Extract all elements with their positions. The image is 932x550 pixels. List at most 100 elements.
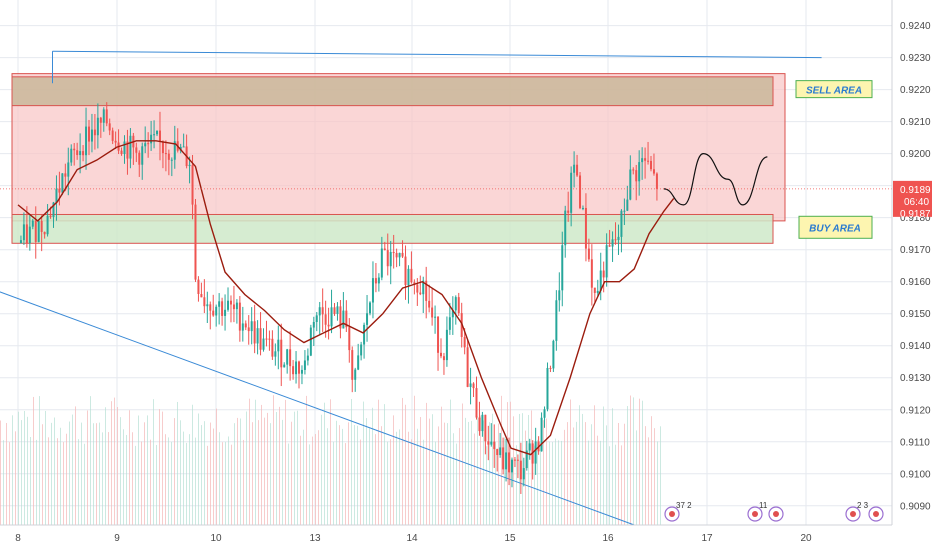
candle-body (218, 301, 221, 307)
candle-body (596, 290, 599, 293)
volume-bar (213, 428, 214, 525)
volume-bar (540, 443, 541, 525)
candle-body (312, 322, 315, 328)
trendline-lower[interactable] (0, 291, 635, 526)
candle-body (43, 231, 46, 235)
candle-body (428, 300, 431, 308)
candle-body (635, 170, 638, 182)
candle-body (144, 143, 147, 147)
volume-bar (423, 439, 424, 525)
candle-body (496, 449, 499, 456)
volume-bar (384, 404, 385, 525)
volume-bar (297, 410, 298, 525)
volume-bar (591, 424, 592, 525)
volume-bar (135, 445, 136, 525)
candle-body (123, 141, 126, 155)
volume-bar (39, 396, 40, 525)
volume-bar (603, 406, 604, 525)
candle-body (522, 468, 525, 480)
event-icon-dot[interactable] (752, 511, 758, 517)
volume-bar (645, 426, 646, 525)
candle-body (271, 338, 274, 357)
candle-body (82, 151, 85, 156)
zones (11, 73, 786, 244)
candle-body (602, 270, 605, 278)
candle-body (102, 109, 105, 123)
candle-body (357, 355, 360, 370)
x-tick-label: 16 (602, 533, 614, 544)
volume-bar (156, 444, 157, 525)
candle-body (73, 148, 76, 151)
volume-bar (510, 401, 511, 525)
volume-bar (498, 423, 499, 525)
volume-bar (633, 397, 634, 525)
y-tick-label: 0.9170 (900, 245, 931, 256)
candle-body (85, 126, 88, 156)
candle-body (611, 239, 614, 247)
event-icons[interactable]: 37 2 11 2 3 (664, 501, 884, 522)
projection (663, 153, 768, 206)
volume-bar (42, 424, 43, 525)
candle-body (519, 460, 522, 480)
volume-bar (123, 429, 124, 525)
candle-body (439, 352, 442, 357)
candle-body (454, 297, 457, 311)
volume-bar (312, 436, 313, 525)
trendline-upper[interactable] (52, 50, 822, 59)
volume-bar (630, 395, 631, 525)
volume-bar (597, 435, 598, 525)
candle-body (549, 367, 552, 369)
event-icon-dot[interactable] (773, 511, 779, 517)
candle-body (573, 164, 576, 173)
volume-bar (324, 402, 325, 525)
volume-bar (606, 425, 607, 525)
candle-body (342, 310, 345, 329)
candle-body (419, 292, 422, 295)
candle-body (79, 151, 82, 156)
volume-bar (333, 441, 334, 525)
event-icon-dot[interactable] (850, 511, 856, 517)
volume-bar (654, 428, 655, 525)
volume-bar (3, 440, 4, 525)
candle-body (380, 248, 383, 278)
candle-body (52, 202, 55, 218)
candle-body (277, 339, 280, 352)
candle-body (404, 256, 407, 286)
volume-bar (177, 401, 178, 525)
candle-body (564, 210, 567, 246)
volume-bar (186, 442, 187, 525)
candle-body (351, 350, 354, 380)
candle-body (215, 306, 218, 316)
event-icon-dot[interactable] (669, 511, 675, 517)
y-tick-label: 0.9180 (900, 213, 931, 224)
candle-body (398, 252, 401, 258)
candle-body (40, 220, 43, 232)
candle-body (652, 169, 655, 174)
candle-body (46, 215, 49, 235)
candle-body (147, 143, 150, 145)
volume-bar (270, 423, 271, 525)
volume-bar (513, 416, 514, 525)
volume-bar (408, 431, 409, 525)
candle-body (623, 210, 626, 212)
volume-bar (102, 432, 103, 525)
candle-body (292, 366, 295, 375)
volume-bar (237, 417, 238, 525)
candle-body (442, 356, 445, 361)
volume-bar (438, 426, 439, 525)
volume-bar (141, 441, 142, 525)
candle-body (626, 199, 629, 211)
candle-body (153, 134, 156, 136)
volume-bar (585, 422, 586, 525)
candle-body (451, 310, 454, 318)
event-icon-dot[interactable] (873, 511, 879, 517)
trendlines[interactable] (0, 50, 822, 526)
volume-bar (261, 404, 262, 525)
volume-bar (93, 423, 94, 525)
volume-bar (600, 440, 601, 525)
candle-body (401, 252, 404, 257)
volume-bar (81, 422, 82, 525)
volume-bar (228, 436, 229, 525)
volume-bar (180, 420, 181, 525)
